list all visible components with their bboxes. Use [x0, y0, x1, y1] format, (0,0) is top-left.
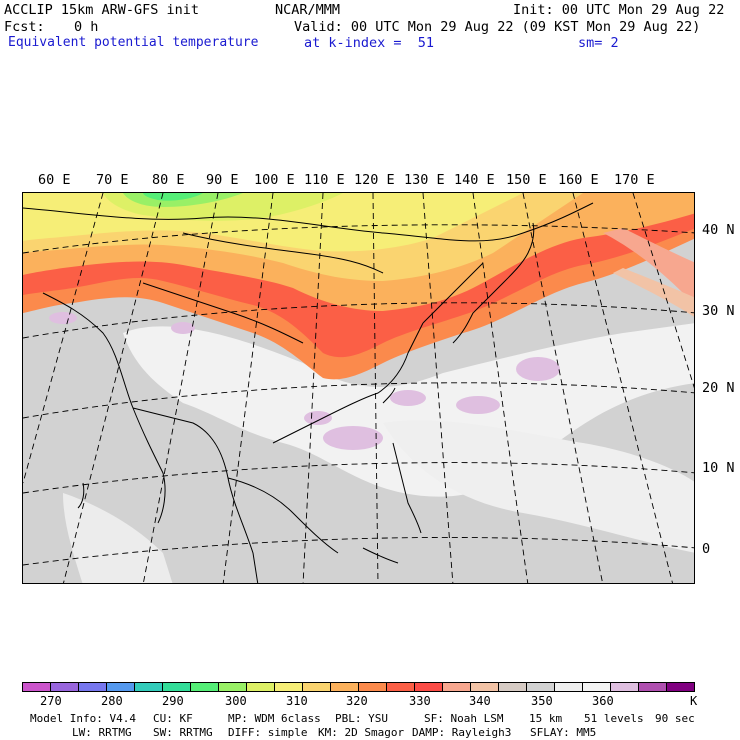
- colorbar-swatch: [415, 683, 443, 691]
- colorbar-tick: 300: [225, 694, 247, 708]
- colorbar-tick: 360: [592, 694, 614, 708]
- lon-label: 160 E: [558, 172, 599, 188]
- lat-label: 10 N: [702, 460, 735, 476]
- shortwave-scheme: SW: RRTMG: [153, 726, 213, 739]
- lon-label: 120 E: [354, 172, 395, 188]
- colorbar-swatch: [303, 683, 331, 691]
- lat-label: 30 N: [702, 303, 735, 319]
- smoothing-label: sm= 2: [578, 35, 619, 51]
- colorbar-swatch: [247, 683, 275, 691]
- colorbar-swatch: [23, 683, 51, 691]
- cumulus-scheme: CU: KF: [153, 712, 193, 725]
- valid-time: Valid: 00 UTC Mon 29 Aug 22 (09 KST Mon …: [294, 19, 701, 35]
- lon-label: 60 E: [38, 172, 71, 188]
- lon-label: 100 E: [254, 172, 295, 188]
- colorbar-swatch: [555, 683, 583, 691]
- colorbar-unit: K: [690, 694, 698, 708]
- lon-label: 170 E: [614, 172, 655, 188]
- lat-label: 20 N: [702, 380, 735, 396]
- forecast-label: Fcst:: [4, 19, 45, 35]
- time-step: 90 sec: [655, 712, 695, 725]
- colorbar-tick: 270: [40, 694, 62, 708]
- colorbar-swatch: [275, 683, 303, 691]
- level-label: at k-index = 51: [304, 35, 435, 51]
- forecast-hour: 0 h: [74, 19, 99, 35]
- colorbar-tick: 320: [346, 694, 368, 708]
- model-info: Model Info: V4.4: [30, 712, 136, 725]
- colorbar-swatch: [331, 683, 359, 691]
- colorbar-swatch: [639, 683, 667, 691]
- diffusion-scheme: DIFF: simple: [228, 726, 308, 739]
- colorbar-swatch: [219, 683, 247, 691]
- longwave-scheme: LW: RRTMG: [72, 726, 132, 739]
- colorbar-swatch: [51, 683, 79, 691]
- map-panel: [22, 192, 695, 584]
- colorbar-swatch: [79, 683, 107, 691]
- lon-label: 130 E: [404, 172, 445, 188]
- colorbar-swatch: [191, 683, 219, 691]
- colorbar-swatch: [107, 683, 135, 691]
- grid-spacing: 15 km: [529, 712, 563, 725]
- lat-label: 0: [702, 541, 711, 557]
- colorbar-swatch: [471, 683, 499, 691]
- colorbar-tick: 310: [286, 694, 308, 708]
- colorbar-swatch: [527, 683, 555, 691]
- colorbar: [22, 682, 695, 692]
- colorbar-swatch: [667, 683, 694, 691]
- lon-label: 110 E: [304, 172, 345, 188]
- lon-label: 150 E: [506, 172, 547, 188]
- model-title: ACCLIP 15km ARW-GFS init: [4, 2, 200, 18]
- surface-layer: SFLAY: MM5: [530, 726, 597, 739]
- colorbar-tick: 280: [101, 694, 123, 708]
- colorbar-swatch: [499, 683, 527, 691]
- lon-label: 80 E: [152, 172, 185, 188]
- pbl-scheme: PBL: YSU: [335, 712, 388, 725]
- km-option: KM: 2D Smagor: [318, 726, 405, 739]
- init-time: Init: 00 UTC Mon 29 Aug 22: [513, 2, 725, 18]
- colorbar-swatch: [359, 683, 387, 691]
- damping-option: DAMP: Rayleigh3: [412, 726, 512, 739]
- lon-label: 90 E: [206, 172, 239, 188]
- colorbar-tick: 340: [469, 694, 491, 708]
- colorbar-swatch: [611, 683, 639, 691]
- microphysics-scheme: MP: WDM 6class: [228, 712, 321, 725]
- colorbar-swatch: [443, 683, 471, 691]
- colorbar-swatch: [387, 683, 415, 691]
- field-name: Equivalent potential temperature: [8, 35, 259, 50]
- theta-e-field: [23, 193, 694, 583]
- colorbar-swatch: [583, 683, 611, 691]
- vertical-levels: 51 levels: [584, 712, 644, 725]
- surface-scheme: SF: Noah LSM: [424, 712, 504, 725]
- lon-label: 70 E: [96, 172, 129, 188]
- colorbar-tick: 350: [531, 694, 553, 708]
- colorbar-tick: 290: [162, 694, 184, 708]
- lon-label: 140 E: [454, 172, 495, 188]
- lat-label: 40 N: [702, 222, 735, 238]
- colorbar-tick: 330: [409, 694, 431, 708]
- colorbar-swatch: [163, 683, 191, 691]
- center-label: NCAR/MMM: [275, 2, 341, 18]
- colorbar-swatch: [135, 683, 163, 691]
